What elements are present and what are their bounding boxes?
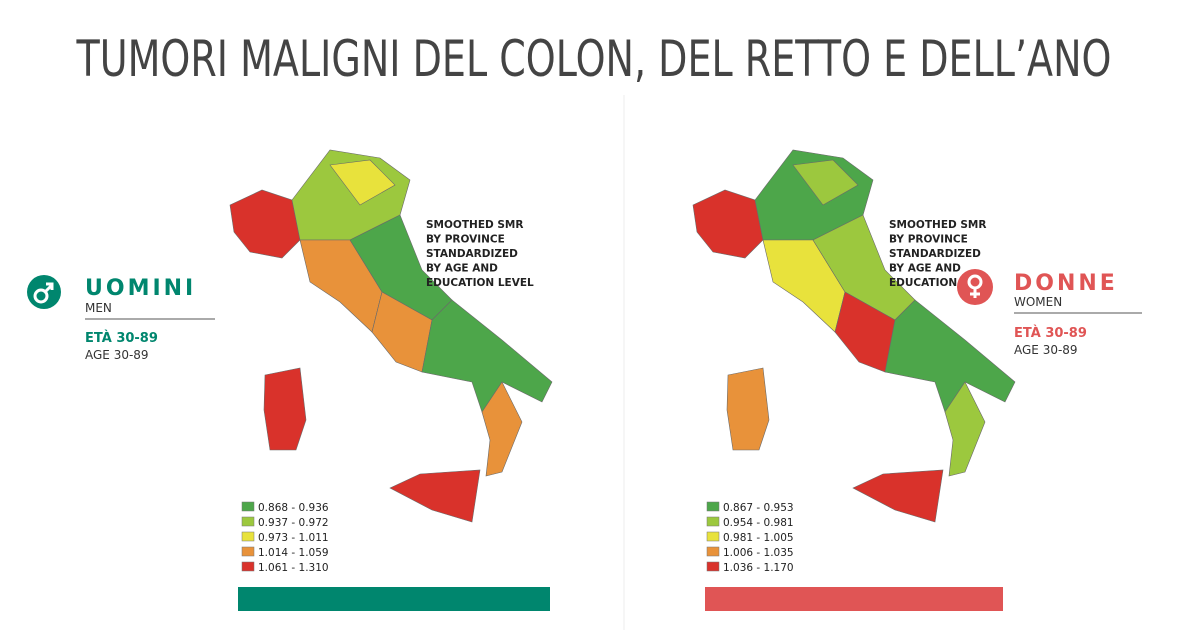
map-note: SMOOTHED SMR [889,219,986,231]
map-note: STANDARDIZED [889,248,981,260]
age-en: AGE 30-89 [85,348,149,362]
legend-label: 0.937 - 0.972 [258,517,329,529]
male-symbol [33,282,54,304]
panel-label: DONNE [1014,271,1118,296]
color-bar [705,587,1003,611]
legend-label: 1.006 - 1.035 [723,547,794,559]
legend-label: 0.868 - 0.936 [258,502,329,514]
map-note: BY PROVINCE [889,234,968,246]
age-it: ETÀ 30-89 [85,330,158,346]
legend-swatch [706,516,720,527]
legend-swatch [241,561,255,572]
legend-swatch [241,516,255,527]
female-symbol [967,274,983,298]
legend-swatch [706,501,720,512]
map-men [229,149,553,523]
legend-label: 1.036 - 1.170 [723,562,794,574]
map-note: SMOOTHED SMR [426,219,523,231]
legend-label: 1.014 - 1.059 [258,547,329,559]
panel-label: UOMINI [85,276,196,301]
legend-label: 0.973 - 1.011 [258,532,329,544]
legend-swatch [241,501,255,512]
map-women [692,149,1016,523]
map-note: BY PROVINCE [426,234,505,246]
panel-sublabel: WOMEN [1014,295,1062,309]
map-note: BY AGE AND [889,263,961,275]
age-it: ETÀ 30-89 [1014,325,1087,341]
legend-label: 0.954 - 0.981 [723,517,794,529]
legend-swatch [241,546,255,557]
title: TUMORI MALIGNI DEL COLON, DEL RETTO E DE… [76,30,1112,88]
legend-swatch [706,546,720,557]
legend-label: 0.981 - 1.005 [723,532,794,544]
age-en: AGE 30-89 [1014,343,1078,357]
map-note: STANDARDIZED [426,248,518,260]
legend-label: 0.867 - 0.953 [723,502,794,514]
panel-sublabel: MEN [85,301,112,315]
legend-swatch [241,531,255,542]
color-bar [238,587,550,611]
legend-swatch [706,561,720,572]
map-note: EDUCATION [889,277,957,289]
map-note: EDUCATION LEVEL [426,277,534,289]
legend-label: 1.061 - 1.310 [258,562,329,574]
map-note: BY AGE AND [426,263,498,275]
legend-swatch [706,531,720,542]
